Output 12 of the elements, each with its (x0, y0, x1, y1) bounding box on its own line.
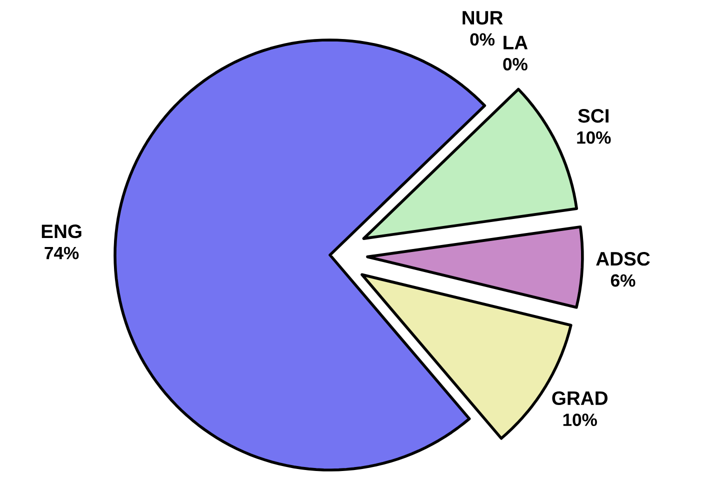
data-label: 6% (610, 274, 636, 287)
text: 0% (503, 58, 528, 70)
data-label: 10% (577, 131, 611, 144)
slice-label: ADSC (596, 252, 650, 266)
data-label: 10% (563, 414, 597, 426)
slice-label: ENG (42, 224, 82, 238)
text: 0% (470, 33, 495, 46)
category-label: LA (504, 36, 528, 50)
data-label: 74% (44, 246, 79, 260)
slice-label: GRAD (552, 391, 608, 406)
slice-label: SCI (578, 109, 608, 123)
category-label: NUR (462, 11, 503, 25)
